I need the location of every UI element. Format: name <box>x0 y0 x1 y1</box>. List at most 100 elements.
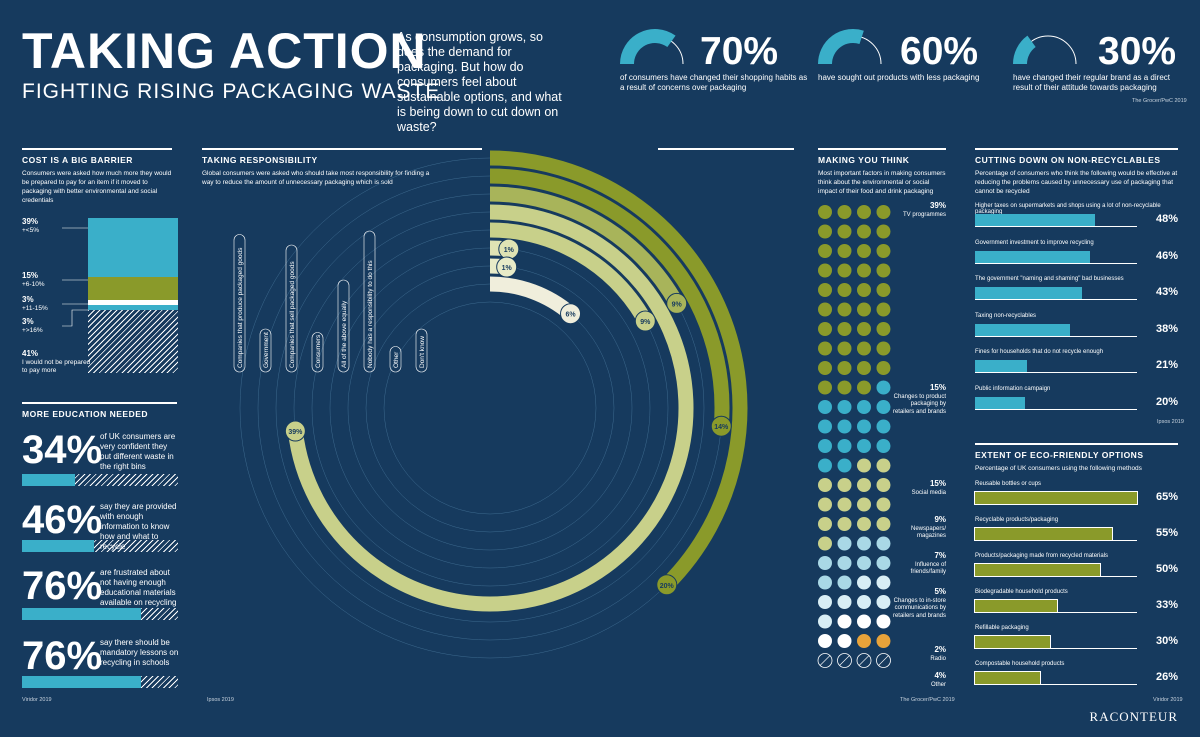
cost-seg-2 <box>88 277 178 300</box>
bar-label: Products/packaging made from recycled ma… <box>975 553 1109 559</box>
dot <box>876 478 891 492</box>
gauge-icon <box>620 29 684 65</box>
dot <box>818 497 832 512</box>
bar-track <box>975 214 1137 227</box>
dot <box>857 263 871 278</box>
dot <box>818 380 832 395</box>
bar-track <box>973 599 1137 613</box>
dot <box>837 302 852 317</box>
dot <box>876 575 891 590</box>
radial-bar <box>489 186 684 308</box>
bar-value: 30% <box>1155 635 1178 647</box>
dot <box>818 341 832 356</box>
bar-value: 50% <box>1155 563 1178 575</box>
dot <box>857 497 871 512</box>
svg-text:Government: Government <box>263 332 270 368</box>
dot <box>876 400 891 414</box>
edu-text: say there should be mandatory lessons on… <box>100 638 179 667</box>
bar-fill <box>975 360 1028 372</box>
responsibility-heading: TAKING RESPONSIBILITY <box>202 155 318 165</box>
dot <box>857 536 871 551</box>
svg-text:Companies that produce package: Companies that produce packaged goods <box>237 247 244 368</box>
nonrec-desc: Percentage of consumers who think the fo… <box>975 170 1178 195</box>
dot <box>818 634 832 648</box>
bar-value: 33% <box>1155 599 1178 611</box>
dot <box>857 205 871 219</box>
dot <box>837 400 852 414</box>
bar-label: Refillable packaging <box>975 625 1029 631</box>
edu-text: are frustrated about not having enough e… <box>100 568 177 607</box>
bar-label: Biodegradable household products <box>975 589 1068 595</box>
dot-label: 7% Influence of friends/family <box>910 551 946 576</box>
dot <box>876 302 891 317</box>
dot <box>876 556 891 570</box>
dot <box>876 419 891 434</box>
dot <box>857 419 871 434</box>
dot <box>837 614 852 629</box>
dot <box>818 458 832 473</box>
thinking-source: The Grocer/PwC 2019 <box>900 697 955 703</box>
cost-leader-lines <box>62 227 88 327</box>
dot <box>837 439 852 453</box>
bar-track <box>975 250 1137 264</box>
dot <box>857 517 871 531</box>
bar-label: Government investment to improve recycli… <box>975 239 1094 246</box>
dot <box>837 322 852 336</box>
dot <box>818 536 832 551</box>
dot <box>876 283 891 297</box>
radial-category-label: All of the above equally <box>337 279 350 373</box>
radial-category-label: Nobody has a responsibility to do this <box>363 230 376 373</box>
radial-bar <box>287 204 694 612</box>
dot <box>876 263 891 278</box>
dot-label: 15% Changes to product packaging by retai… <box>892 383 946 415</box>
radial-value-bubble <box>284 420 306 442</box>
dot <box>837 595 852 609</box>
cost-label-4: 3% +>16% <box>22 317 43 335</box>
dot <box>876 361 891 375</box>
dot-grid <box>817 205 891 668</box>
radial-category-label: Don't know <box>415 328 428 373</box>
bar-value: 20% <box>1155 395 1178 408</box>
page-subtitle: FIGHTING RISING PACKAGING WASTE <box>22 80 441 103</box>
nonrec-heading: CUTTING DOWN ON NON-RECYCLABLES <box>975 155 1161 165</box>
thinking-section: MAKING YOU THINK Most important factors … <box>818 148 946 196</box>
dot <box>876 536 891 551</box>
dot <box>837 419 852 434</box>
dot <box>876 341 891 356</box>
page-title: TAKING ACTION <box>22 23 427 79</box>
dot-label: 39% TV programmes <box>902 201 946 218</box>
edu-item-3: 76% are frustrated about not having enou… <box>22 566 182 626</box>
dot-labels: 39% TV programmes 15% Changes to product pa… <box>890 202 946 692</box>
bar-label: Higher taxes on supermarkets and shops u… <box>975 203 1161 215</box>
top-stat-text: of consumers have changed their shopping… <box>620 73 808 92</box>
dot <box>857 458 871 473</box>
dot <box>837 224 852 239</box>
radial-value-label: 9% <box>640 319 651 326</box>
cost-section: COST IS A BIG BARRIER Consumers were ask… <box>22 148 177 388</box>
dot <box>818 361 832 375</box>
dot <box>837 497 852 512</box>
dot <box>818 517 832 531</box>
dot <box>818 302 832 317</box>
dot <box>837 478 852 492</box>
dot <box>857 361 871 375</box>
dot <box>818 419 832 434</box>
radial-value-bubble <box>496 256 518 278</box>
dot <box>818 322 832 336</box>
dot <box>837 263 852 278</box>
dot <box>837 205 852 219</box>
bar-label: Reusable bottles or cups <box>975 481 1042 487</box>
dot <box>876 458 891 473</box>
responsibility-rule <box>658 148 794 150</box>
nonrec-source: Ipsos 2019 <box>1157 419 1184 425</box>
radial-category-label: Companies that sell packaged goods <box>285 244 298 373</box>
bar-label: The government "naming and shaming" bad … <box>975 276 1124 282</box>
dot <box>876 634 891 648</box>
dot <box>857 595 871 609</box>
nonrec-bars: Higher taxes on supermarkets and shops u… <box>975 200 1178 420</box>
dot-label: 4% Other <box>930 671 946 688</box>
dot <box>876 439 891 453</box>
dot <box>876 244 891 258</box>
top-stat-value: 30% <box>1098 30 1177 73</box>
bar-fill <box>975 250 1090 263</box>
